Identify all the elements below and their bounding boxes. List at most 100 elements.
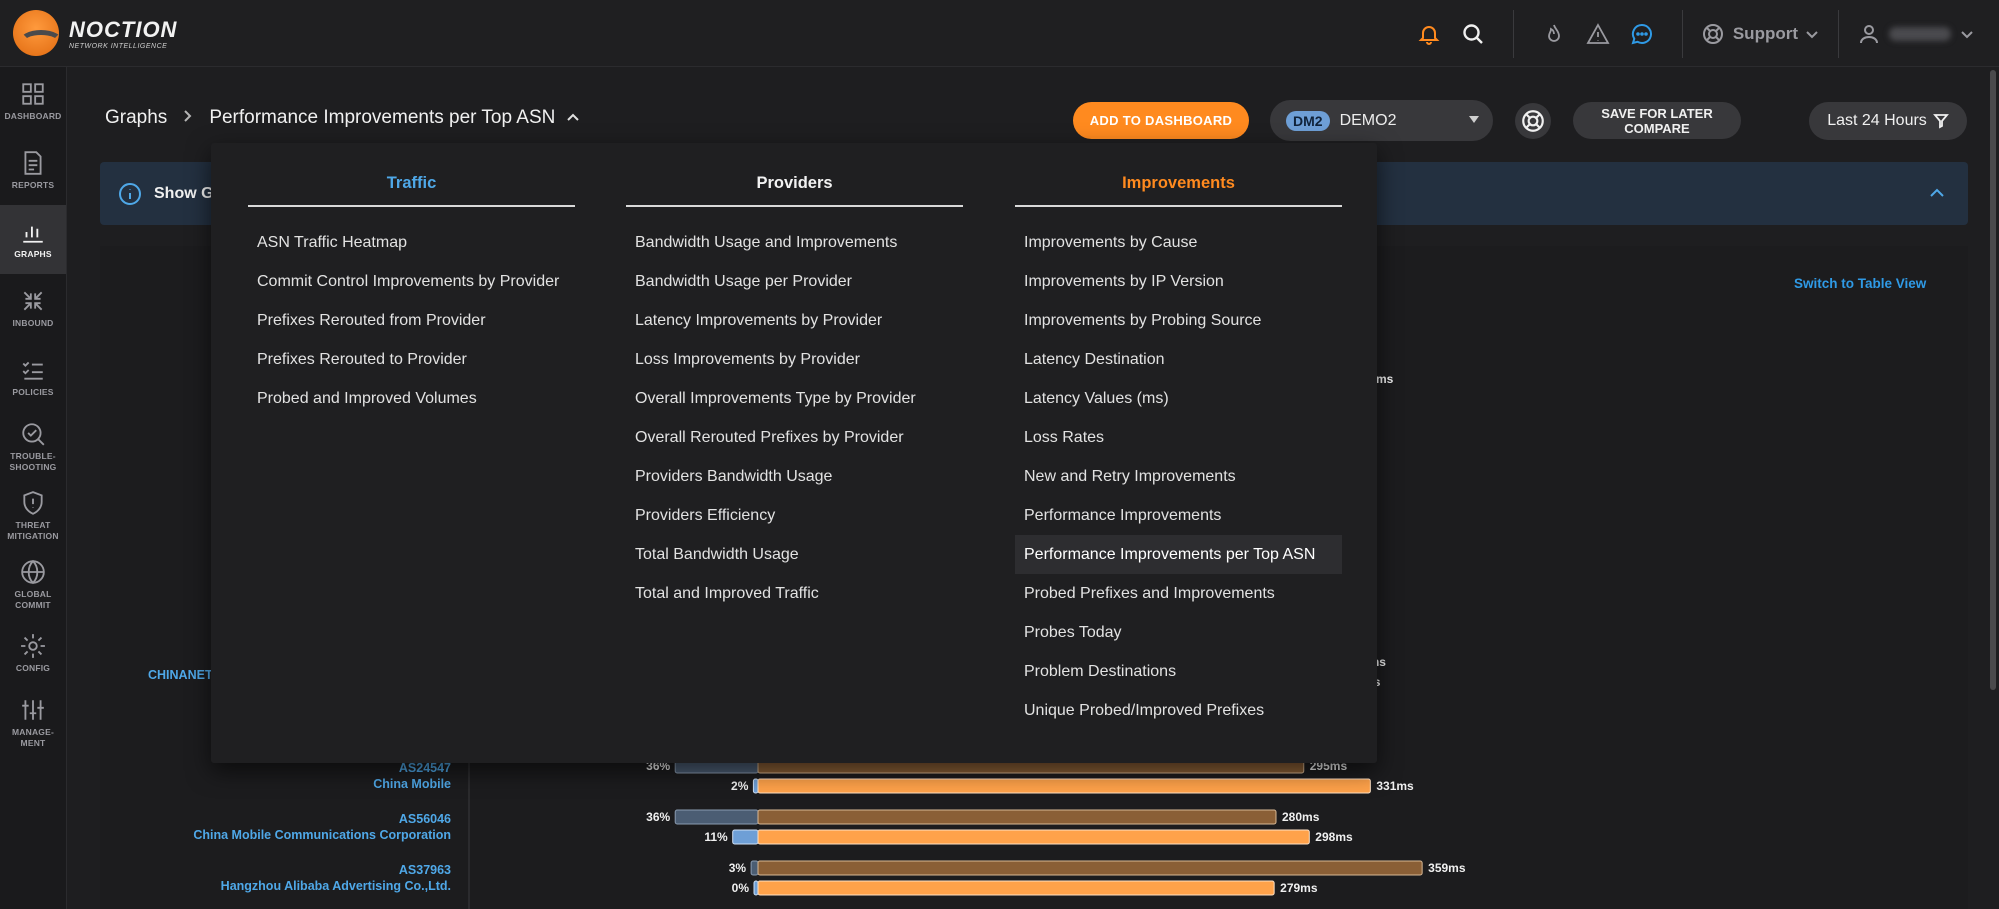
sidebar-item-manage-ment[interactable]: MANAGE- MENT	[0, 688, 66, 757]
breadcrumb-graphs[interactable]: Graphs	[105, 107, 168, 128]
menu-item[interactable]: Latency Values (ms)	[1024, 390, 1169, 407]
chevron-down-icon	[1961, 30, 1973, 38]
asn-name-label: China Mobile	[373, 777, 451, 791]
menu-item-selected[interactable]: Performance Improvements per Top ASN	[1015, 535, 1342, 574]
divider	[1838, 9, 1839, 58]
bar-chart-icon	[23, 226, 43, 243]
menu-item[interactable]: Improvements by Cause	[1024, 234, 1198, 251]
latency-after-bar	[757, 778, 1371, 794]
latency-after-label: ms	[1376, 372, 1394, 386]
sidebar-item-policies[interactable]: POLICIES	[0, 343, 66, 412]
loss-after-label: 0%	[732, 881, 750, 895]
bell-icon[interactable]	[1415, 20, 1443, 48]
menu-item[interactable]: Providers Efficiency	[635, 507, 776, 524]
sidebar-item-threat-mitigation[interactable]: THREAT MITIGATION	[0, 481, 66, 550]
asn-number-label: AS24547	[399, 761, 451, 775]
instance-selector[interactable]: DM2 DEMO2	[1270, 100, 1493, 141]
menu-item[interactable]: Total and Improved Traffic	[635, 585, 819, 602]
menu-column-improvements: Improvements Improvements by Cause Improve…	[1015, 171, 1342, 730]
menu-item[interactable]: Probed Prefixes and Improvements	[1024, 585, 1275, 602]
menu-item[interactable]: Latency Improvements by Provider	[635, 312, 883, 329]
instance-badge: DM2	[1286, 110, 1330, 131]
sidebar-item-label: MANAGE- MENT	[11, 726, 54, 748]
menu-column-providers: Providers Bandwidth Usage and Improvement…	[626, 171, 963, 613]
menu-item[interactable]: Problem Destinations	[1024, 663, 1177, 680]
globe-icon	[21, 559, 45, 584]
page-header: Graphs Performance Improvements per Top …	[67, 67, 1999, 173]
sidebar-item-label: INBOUND	[12, 318, 54, 328]
loss-after-bar	[753, 880, 759, 896]
add-to-dashboard-button[interactable]: ADD TO DASHBOARD	[1073, 102, 1249, 139]
page-scrollbar[interactable]	[1990, 70, 1996, 690]
menu-item[interactable]: Overall Improvements Type by Provider	[635, 390, 916, 407]
save-for-later-compare-button[interactable]: SAVE FOR LATER COMPARE	[1573, 102, 1741, 139]
loss-after-bar	[732, 829, 759, 845]
loss-before-bar	[750, 860, 759, 876]
breadcrumb: Graphs Performance Improvements per Top …	[105, 107, 581, 129]
menu-item[interactable]: New and Retry Improvements	[1024, 468, 1236, 485]
menu-item[interactable]: Improvements by Probing Source	[1024, 312, 1262, 329]
magnifier-check-icon	[22, 422, 45, 445]
asn-name-label: CHINANET	[148, 668, 213, 682]
user-menu[interactable]	[1857, 22, 1975, 46]
menu-item[interactable]: Performance Improvements	[1024, 507, 1222, 524]
top-bar: NOCTION NETWORK INTELLIGENCE Support	[0, 0, 1999, 67]
sidebar-item-label: GRAPHS	[14, 249, 52, 259]
menu-item[interactable]: Prefixes Rerouted from Provider	[257, 312, 486, 329]
breadcrumb-current-graph[interactable]: Performance Improvements per Top ASN	[209, 107, 556, 128]
menu-item[interactable]: ASN Traffic Heatmap	[257, 234, 407, 251]
menu-item[interactable]: Unique Probed/Improved Prefixes	[1024, 702, 1265, 719]
menu-item[interactable]: Bandwidth Usage per Provider	[635, 273, 853, 290]
menu-item[interactable]: Commit Control Improvements by Provider	[257, 273, 560, 290]
flame-icon[interactable]	[1540, 20, 1568, 48]
menu-item[interactable]: Bandwidth Usage and Improvements	[635, 234, 898, 251]
switch-to-table-view-link[interactable]: Switch to Table View	[1794, 276, 1927, 291]
menu-column-header[interactable]: Improvements	[1015, 171, 1342, 207]
support-menu[interactable]: Support	[1701, 22, 1820, 46]
sidebar-item-dashboard[interactable]: DASHBOARD	[0, 67, 66, 136]
sidebar-item-label: TROUBLE- SHOOTING	[9, 450, 57, 472]
filter-icon	[1932, 114, 1949, 129]
menu-item[interactable]: Total Bandwidth Usage	[635, 546, 799, 563]
latency-after-bar	[757, 880, 1275, 896]
warning-icon[interactable]	[1584, 20, 1612, 48]
asn-name-label: China Mobile Communications Corporation	[193, 828, 451, 842]
search-icon[interactable]	[1459, 20, 1487, 48]
menu-item[interactable]: Loss Improvements by Provider	[635, 351, 860, 368]
latency-before-label: 359ms	[1428, 861, 1466, 875]
shield-icon	[23, 490, 43, 515]
noction-logo[interactable]: NOCTION NETWORK INTELLIGENCE	[13, 10, 177, 56]
sidebar-item-trouble-shooting[interactable]: TROUBLE- SHOOTING	[0, 412, 66, 481]
chevron-up-icon[interactable]	[565, 110, 581, 126]
sidebar-item-inbound[interactable]: INBOUND	[0, 274, 66, 343]
menu-item[interactable]: Latency Destination	[1024, 351, 1165, 368]
menu-item[interactable]: Overall Rerouted Prefixes by Provider	[635, 429, 904, 446]
username-redacted	[1889, 26, 1951, 41]
help-lifebuoy-button[interactable]	[1515, 103, 1551, 139]
menu-item[interactable]: Providers Bandwidth Usage	[635, 468, 833, 485]
menu-column-header[interactable]: Providers	[626, 171, 963, 207]
chevron-up-icon[interactable]	[1928, 186, 1946, 200]
user-icon	[1860, 24, 1878, 43]
chat-icon[interactable]	[1628, 20, 1656, 48]
sidebar-item-label: REPORTS	[11, 180, 55, 190]
sidebar-item-config[interactable]: CONFIG	[0, 619, 66, 688]
sidebar-item-graphs[interactable]: GRAPHS	[0, 205, 66, 274]
latency-after-bar	[757, 829, 1310, 845]
menu-item[interactable]: Probes Today	[1024, 624, 1122, 641]
menu-item[interactable]: Improvements by IP Version	[1024, 273, 1224, 290]
logo-subtitle: NETWORK INTELLIGENCE	[69, 42, 168, 50]
menu-item[interactable]: Probed and Improved Volumes	[257, 390, 477, 407]
chevron-down-icon	[1806, 30, 1818, 38]
sidebar-item-global-commit[interactable]: GLOBAL COMMIT	[0, 550, 66, 619]
sidebar-item-label: DASHBOARD	[4, 111, 62, 121]
gear-icon	[21, 634, 45, 658]
compress-arrows-icon	[23, 291, 43, 311]
time-range-filter[interactable]: Last 24 Hours	[1809, 102, 1967, 140]
latency-before-bar	[757, 860, 1423, 876]
menu-item[interactable]: Loss Rates	[1024, 429, 1105, 446]
menu-column-header[interactable]: Traffic	[248, 171, 575, 207]
sidebar-item-reports[interactable]: REPORTS	[0, 136, 66, 205]
lifebuoy-icon	[1702, 23, 1723, 44]
menu-item[interactable]: Prefixes Rerouted to Provider	[257, 351, 467, 368]
